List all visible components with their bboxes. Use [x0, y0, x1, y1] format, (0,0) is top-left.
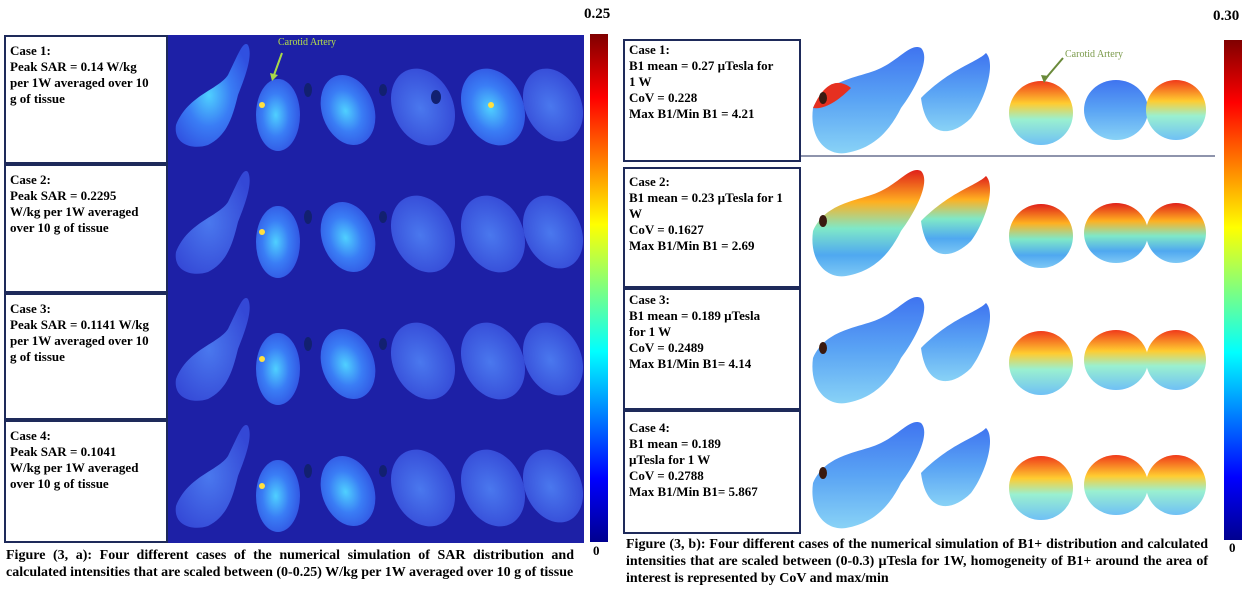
b1-case-1-line: B1 mean = 0.27 µTesla for — [629, 58, 774, 73]
b1-case-3-line: B1 mean = 0.189 µTesla — [629, 308, 761, 323]
b1-case-4-line: B1 mean = 0.189 — [629, 436, 721, 451]
b1-case-2-line: B1 mean = 0.23 µTesla for 1 — [629, 190, 783, 205]
b1-row-3 — [812, 297, 1206, 404]
b1-case-2-box: Case 2: B1 mean = 0.23 µTesla for 1 W Co… — [623, 167, 801, 288]
sar-case-2-line: W/kg per 1W averaged — [10, 204, 139, 219]
b1-case-3-line: for 1 W — [629, 324, 672, 339]
sar-case-1-box: Case 1: Peak SAR = 0.14 W/kg per 1W aver… — [4, 35, 168, 164]
sar-case-4-box: Case 4: Peak SAR = 0.1041 W/kg per 1W av… — [4, 420, 168, 543]
b1-case-1-line: 1 W — [629, 74, 652, 89]
sar-row-3 — [175, 298, 584, 405]
b1-case-4-box: Case 4: B1 mean = 0.189 µTesla for 1 W C… — [623, 410, 801, 534]
b1-row-2 — [812, 170, 1206, 277]
sar-case-3-line: Peak SAR = 0.1141 W/kg — [10, 317, 149, 332]
b1-case-4-line: µTesla for 1 W — [629, 452, 711, 467]
b1-case-2-line: W — [629, 206, 642, 221]
sar-case-1-line: g of tissue — [10, 91, 65, 106]
sar-case-2-box: Case 2: Peak SAR = 0.2295 W/kg per 1W av… — [4, 164, 168, 293]
b1-case-4-line: Max B1/Min B1= 5.867 — [629, 484, 758, 499]
colorbar-a-max-label: 0.25 — [584, 6, 611, 22]
sar-case-3-box: Case 3: Peak SAR = 0.1141 W/kg per 1W av… — [4, 293, 168, 420]
carotid-artery-label-b: Carotid Artery — [1065, 49, 1124, 60]
b1-case-3-line: Max B1/Min B1= 4.14 — [629, 356, 752, 371]
figure-a-caption: Figure (3, a): Four different cases of t… — [6, 548, 574, 580]
b1-case-3-line: CoV = 0.2489 — [629, 340, 704, 355]
b1-case-4-title: Case 4: — [629, 420, 670, 435]
sar-case-1-line: Peak SAR = 0.14 W/kg — [10, 59, 137, 74]
b1-case-2-title: Case 2: — [629, 174, 670, 189]
colorbar-a — [590, 34, 608, 542]
b1-row-4 — [812, 422, 1206, 529]
colorbar-b-max-label: 0.30 — [1213, 8, 1240, 24]
figure-b-caption: Figure (3, b): Four different cases of t… — [626, 537, 1208, 586]
b1-case-4-line: CoV = 0.2788 — [629, 468, 704, 483]
sar-case-1-line: per 1W averaged over 10 — [10, 75, 149, 90]
carotid-artery-label-a: Carotid Artery — [278, 37, 337, 48]
b1-case-2-line: CoV = 0.1627 — [629, 222, 704, 237]
b1-case-3-box: Case 3: B1 mean = 0.189 µTesla for 1 W C… — [623, 288, 801, 410]
colorbar-a-min-label: 0 — [593, 543, 600, 558]
b1-case-1-box: Case 1: B1 mean = 0.27 µTesla for 1 W Co… — [623, 39, 801, 162]
sar-row-1 — [175, 44, 584, 151]
sar-case-3-line: g of tissue — [10, 349, 65, 364]
b1-case-2-line: Max B1/Min B1 = 2.69 — [629, 238, 755, 253]
sar-case-4-line: W/kg per 1W averaged — [10, 460, 139, 475]
sar-case-4-line: Peak SAR = 0.1041 — [10, 444, 117, 459]
sar-image-panel: Carotid Artery — [168, 35, 584, 543]
sar-row-4 — [175, 425, 584, 532]
sar-case-2-line: over 10 g of tissue — [10, 220, 109, 235]
b1-case-1-line: Max B1/Min B1 = 4.21 — [629, 106, 755, 121]
sar-row-2 — [175, 171, 584, 278]
b1-image-panel: Carotid Artery — [801, 38, 1215, 535]
b1-row-1 — [812, 47, 1206, 154]
sar-case-3-line: per 1W averaged over 10 — [10, 333, 149, 348]
b1-case-1-title: Case 1: — [629, 42, 670, 57]
colorbar-b-min-label: 0 — [1229, 540, 1236, 555]
sar-case-4-title: Case 4: — [10, 428, 51, 443]
sar-case-4-line: over 10 g of tissue — [10, 476, 109, 491]
carotid-arrow-a — [273, 52, 283, 76]
colorbar-b — [1224, 40, 1242, 540]
sar-case-3-title: Case 3: — [10, 301, 51, 316]
b1-case-3-title: Case 3: — [629, 292, 670, 307]
sar-case-2-title: Case 2: — [10, 172, 51, 187]
carotid-arrow-b — [1045, 57, 1064, 79]
sar-case-1-title: Case 1: — [10, 43, 51, 58]
sar-case-2-line: Peak SAR = 0.2295 — [10, 188, 117, 203]
b1-case-1-line: CoV = 0.228 — [629, 90, 698, 105]
